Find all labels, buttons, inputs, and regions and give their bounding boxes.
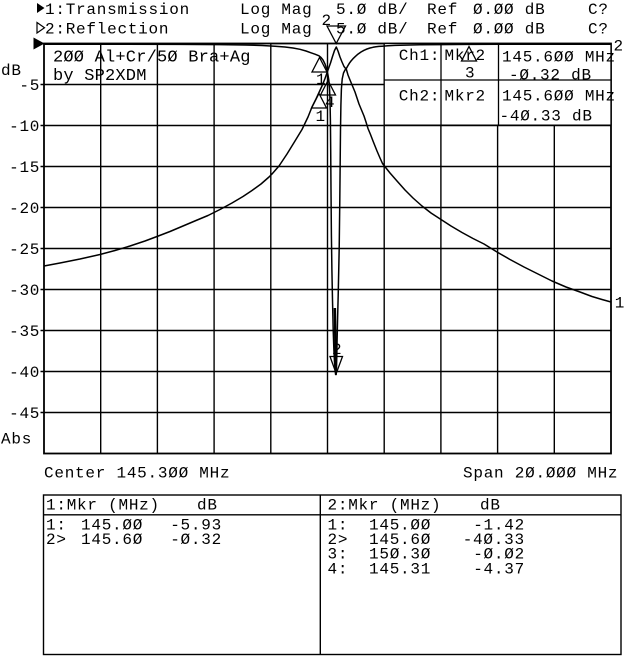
svg-text:Mkr2: Mkr2 xyxy=(445,88,486,106)
svg-text:Log Mag: Log Mag xyxy=(240,1,312,19)
svg-text:C?: C? xyxy=(588,20,609,38)
svg-text:-4Ø.33 dB: -4Ø.33 dB xyxy=(500,108,593,126)
svg-text:-35: -35 xyxy=(9,323,40,341)
svg-text:145.6ØØ MHz: 145.6ØØ MHz xyxy=(502,88,616,106)
svg-text:2: 2 xyxy=(332,341,342,359)
svg-text:Ø.ØØ dB: Ø.ØØ dB xyxy=(473,1,545,19)
svg-text:5.Ø dB/: 5.Ø dB/ xyxy=(336,1,408,19)
svg-text:Ref: Ref xyxy=(427,20,458,38)
svg-text:Ch1:: Ch1: xyxy=(399,47,440,65)
svg-text:145.6Ø: 145.6Ø xyxy=(81,531,143,549)
svg-text:3:: 3: xyxy=(328,546,349,564)
svg-text:1:Transmission: 1:Transmission xyxy=(45,1,190,19)
svg-text:2:Reflection: 2:Reflection xyxy=(45,20,169,38)
svg-text:-5: -5 xyxy=(19,77,40,95)
svg-text:Center 145.3ØØ MHz: Center 145.3ØØ MHz xyxy=(44,465,230,483)
svg-text:-30: -30 xyxy=(9,282,40,300)
svg-text:145.ØØ: 145.ØØ xyxy=(369,517,431,535)
svg-text:-10: -10 xyxy=(9,118,40,136)
svg-text:3: 3 xyxy=(465,65,475,83)
svg-text:1: 1 xyxy=(316,71,326,89)
svg-text:5.Ø dB/: 5.Ø dB/ xyxy=(336,20,408,38)
svg-text:-4Ø.33: -4Ø.33 xyxy=(463,531,525,549)
svg-text:Log Mag: Log Mag xyxy=(240,20,312,38)
svg-text:145.ØØ: 145.ØØ xyxy=(81,517,143,535)
svg-text:1:: 1: xyxy=(46,517,67,535)
svg-text:145.31: 145.31 xyxy=(369,560,431,578)
svg-text:1:: 1: xyxy=(328,517,349,535)
svg-text:4: 4 xyxy=(325,94,335,112)
svg-text:145.6Ø: 145.6Ø xyxy=(369,531,431,549)
svg-text:2: 2 xyxy=(322,12,332,30)
svg-text:2>: 2> xyxy=(46,531,67,549)
svg-text:-20: -20 xyxy=(9,200,40,218)
svg-text:Mkr2: Mkr2 xyxy=(445,47,486,65)
svg-text:Abs: Abs xyxy=(1,431,32,449)
svg-text:Ref: Ref xyxy=(427,1,458,19)
svg-text:dB: dB xyxy=(480,497,501,515)
svg-text:-Ø.Ø2: -Ø.Ø2 xyxy=(473,546,525,564)
svg-text:-4.37: -4.37 xyxy=(473,560,525,578)
svg-text:Span 2Ø.ØØØ MHz: Span 2Ø.ØØØ MHz xyxy=(463,465,618,483)
svg-text:Ø.ØØ dB: Ø.ØØ dB xyxy=(473,20,545,38)
svg-text:1:Mkr (MHz): 1:Mkr (MHz) xyxy=(46,497,160,515)
svg-text:145.6ØØ MHz: 145.6ØØ MHz xyxy=(502,49,616,67)
svg-text:Ch2:: Ch2: xyxy=(399,88,440,106)
svg-text:1: 1 xyxy=(615,295,625,313)
svg-text:C?: C? xyxy=(588,1,609,19)
svg-text:-45: -45 xyxy=(9,405,40,423)
svg-text:-Ø.32 dB: -Ø.32 dB xyxy=(509,66,592,84)
svg-text:2:Mkr (MHz): 2:Mkr (MHz) xyxy=(328,497,442,515)
svg-text:4:: 4: xyxy=(328,560,349,578)
svg-text:dB: dB xyxy=(197,497,218,515)
svg-text:2ØØ Al+Cr/5Ø Bra+Ag: 2ØØ Al+Cr/5Ø Bra+Ag xyxy=(53,49,251,68)
svg-text:2>: 2> xyxy=(328,531,349,549)
svg-text:-Ø.32: -Ø.32 xyxy=(170,531,222,549)
svg-text:dB: dB xyxy=(1,62,22,80)
svg-text:2: 2 xyxy=(614,38,624,56)
svg-text:by SP2XDM: by SP2XDM xyxy=(53,67,147,86)
svg-text:-25: -25 xyxy=(9,241,40,259)
svg-text:1: 1 xyxy=(316,108,326,126)
svg-text:-5.93: -5.93 xyxy=(170,517,222,535)
svg-text:-1.42: -1.42 xyxy=(473,517,525,535)
svg-text:-40: -40 xyxy=(9,364,40,382)
svg-text:15Ø.3Ø: 15Ø.3Ø xyxy=(369,546,431,564)
svg-text:-15: -15 xyxy=(9,159,40,177)
